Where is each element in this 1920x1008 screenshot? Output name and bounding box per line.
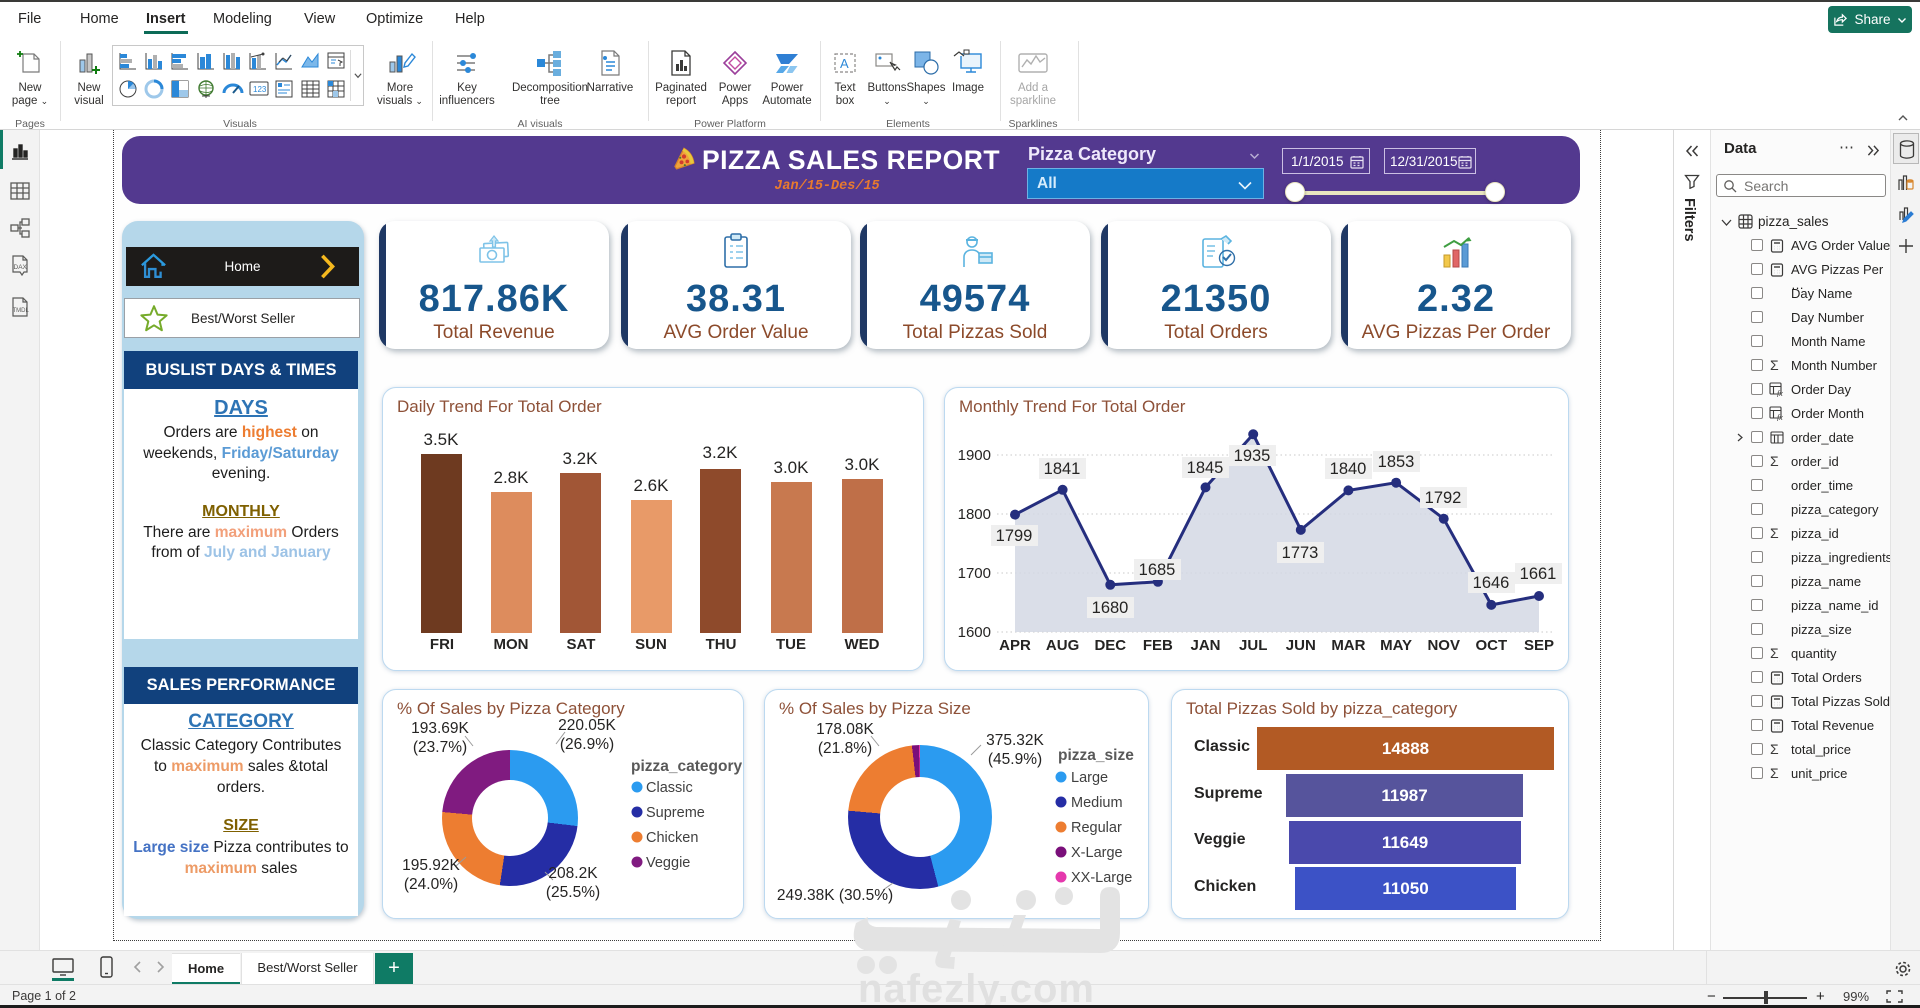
svg-text:1853: 1853 [1378, 453, 1415, 471]
svg-text:1841: 1841 [1044, 460, 1081, 478]
svg-text:MAY: MAY [1380, 637, 1412, 654]
svg-text:1685: 1685 [1139, 561, 1176, 579]
svg-text:(25.5%): (25.5%) [546, 884, 600, 901]
svg-text:195.92K: 195.92K [402, 857, 460, 874]
svg-text:pizza_size: pizza_size [1058, 747, 1134, 764]
svg-text:1600: 1600 [958, 624, 991, 641]
svg-text:1773: 1773 [1282, 544, 1319, 562]
svg-text:(23.7%): (23.7%) [413, 739, 467, 756]
svg-text:Classic: Classic [646, 780, 693, 796]
svg-text:249.38K (30.5%): 249.38K (30.5%) [777, 887, 893, 904]
svg-text:A: A [840, 56, 849, 71]
svg-text:XX-Large: XX-Large [1071, 870, 1132, 886]
svg-text:220.05K: 220.05K [558, 717, 616, 734]
svg-text:FEB: FEB [1143, 637, 1173, 654]
svg-text:Large: Large [1071, 770, 1108, 786]
svg-text:fx: fx [1777, 413, 1783, 421]
svg-text:Regular: Regular [1071, 820, 1122, 836]
svg-text:OCT: OCT [1475, 637, 1507, 654]
svg-text:1800: 1800 [958, 506, 991, 523]
svg-text:APR: APR [999, 637, 1031, 654]
svg-text:Supreme: Supreme [646, 805, 705, 821]
svg-text:178.08K: 178.08K [816, 721, 874, 738]
svg-text:(45.9%): (45.9%) [988, 751, 1042, 768]
svg-text:1900: 1900 [958, 447, 991, 464]
svg-text:1646: 1646 [1473, 574, 1510, 592]
svg-text:MAR: MAR [1331, 637, 1365, 654]
svg-text:1661: 1661 [1520, 565, 1557, 583]
svg-text:DEC: DEC [1094, 637, 1126, 654]
svg-text:1799: 1799 [996, 527, 1033, 545]
svg-text:fx: fx [1777, 389, 1783, 397]
svg-text:JAN: JAN [1190, 637, 1220, 654]
svg-text:Chicken: Chicken [646, 830, 698, 846]
svg-text:375.32K: 375.32K [986, 732, 1044, 749]
svg-text:TMDL: TMDL [13, 308, 30, 314]
svg-text:(24.0%): (24.0%) [404, 876, 458, 893]
svg-text:DAX: DAX [14, 264, 28, 271]
svg-text:pizza_category: pizza_category [631, 758, 743, 775]
svg-text:1840: 1840 [1330, 460, 1367, 478]
svg-text:AUG: AUG [1046, 637, 1079, 654]
svg-text:Veggie: Veggie [646, 855, 690, 871]
svg-text:SEP: SEP [1524, 637, 1554, 654]
svg-text:1680: 1680 [1092, 599, 1129, 617]
svg-text:Medium: Medium [1071, 795, 1123, 811]
svg-text:(21.8%): (21.8%) [818, 740, 872, 757]
svg-text:208.2K: 208.2K [548, 865, 598, 882]
svg-text:1792: 1792 [1425, 489, 1462, 507]
svg-text:1845: 1845 [1187, 459, 1224, 477]
svg-text:1700: 1700 [958, 565, 991, 582]
svg-text:(26.9%): (26.9%) [560, 736, 614, 753]
svg-text:1935: 1935 [1234, 447, 1271, 465]
svg-text:123: 123 [253, 85, 267, 94]
svg-text:NOV: NOV [1427, 637, 1460, 654]
svg-text:X-Large: X-Large [1071, 845, 1123, 861]
svg-text:JUL: JUL [1239, 637, 1267, 654]
svg-text:193.69K: 193.69K [411, 720, 469, 737]
svg-text:JUN: JUN [1286, 637, 1316, 654]
